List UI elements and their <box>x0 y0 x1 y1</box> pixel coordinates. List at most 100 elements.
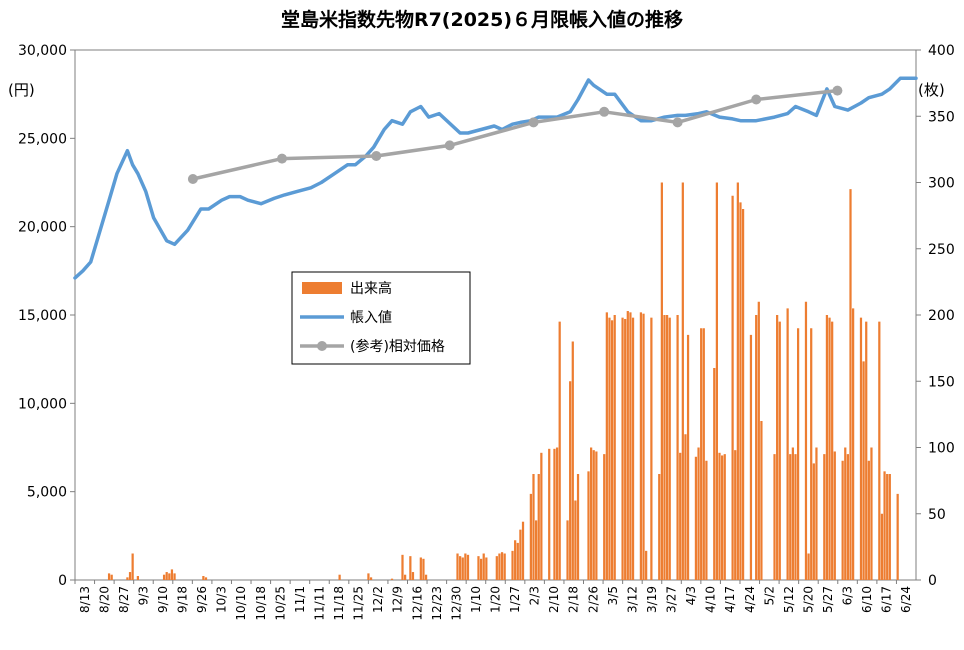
volume-bar <box>880 513 884 580</box>
volume-bar <box>760 421 763 580</box>
volume-bar <box>131 553 134 580</box>
x-tick-label: 3/27 <box>665 586 679 613</box>
volume-bar <box>796 328 800 580</box>
volume-bar <box>603 454 606 581</box>
volume-bar <box>553 448 556 580</box>
volume-bar <box>401 554 404 580</box>
volume-bar <box>464 553 467 580</box>
volume-bar <box>136 576 139 580</box>
x-tick-label: 10/10 <box>234 586 248 621</box>
chart-title: 堂島米指数先物R7(2025)６月限帳入値の推移 <box>281 8 683 31</box>
volume-bar <box>519 529 522 580</box>
x-tick-label: 5/27 <box>821 586 835 613</box>
legend-marker-ref <box>317 341 327 351</box>
volume-bar <box>126 577 129 580</box>
volume-bar <box>456 553 459 580</box>
volume-bar <box>204 577 208 580</box>
volume-bar <box>828 317 831 580</box>
x-tick-label: 1/27 <box>508 586 522 613</box>
volume-bar <box>500 552 504 580</box>
volume-bar <box>721 455 724 580</box>
volume-bar <box>107 573 111 581</box>
price-lines <box>73 76 918 280</box>
volume-bar <box>479 558 483 580</box>
x-tick-label: 12/2 <box>371 586 385 613</box>
legend-label-settle: 帳入値 <box>350 310 392 326</box>
volume-bar <box>165 572 168 580</box>
reference-price-point <box>528 117 539 128</box>
volume-bar <box>639 312 643 580</box>
x-tick-label: 4/3 <box>684 586 698 605</box>
x-tick-label: 12/16 <box>410 586 424 621</box>
volume-bar <box>888 474 891 580</box>
volume-bar <box>162 574 166 580</box>
x-tick-label: 10/25 <box>273 586 287 621</box>
volume-bar <box>537 474 540 580</box>
volume-bar <box>859 317 863 580</box>
volume-bar <box>804 301 808 580</box>
volume-bar <box>846 454 849 581</box>
y-left-tick-label: 10,000 <box>18 396 67 412</box>
x-tick-label: 6/24 <box>899 586 913 613</box>
volume-bar <box>786 308 789 581</box>
x-tick-label: 11/18 <box>332 586 346 621</box>
reference-price-line <box>192 88 838 181</box>
reference-price-point <box>751 94 762 105</box>
volume-bar <box>702 328 705 580</box>
reference-price-point <box>277 153 287 164</box>
volume-bar <box>485 557 488 580</box>
volume-bar <box>773 454 776 581</box>
volume-bar <box>715 182 718 580</box>
volume-bar <box>697 447 700 580</box>
y-right-tick-label: 400 <box>928 43 955 59</box>
x-tick-label: 4/10 <box>704 586 718 613</box>
y-right-tick-label: 250 <box>928 242 955 258</box>
volume-bar <box>631 317 635 580</box>
volume-bar <box>794 454 797 581</box>
x-tick-label: 6/10 <box>860 586 874 613</box>
x-tick-label: 3/5 <box>606 586 620 605</box>
volume-bar <box>409 556 412 580</box>
volume-bar <box>665 315 669 580</box>
volume-bar <box>608 317 611 580</box>
volume-bar <box>870 447 873 580</box>
volume-bar <box>757 301 760 580</box>
volume-bar <box>755 315 758 580</box>
reference-price-point <box>371 151 382 161</box>
volume-bar <box>595 451 598 580</box>
volume-bar <box>705 460 708 580</box>
volume-bar <box>424 574 428 580</box>
volume-bar <box>812 463 815 580</box>
volume-bar <box>624 318 627 580</box>
x-tick-label: 2/26 <box>586 586 600 613</box>
x-tick-label: 4/17 <box>723 586 737 613</box>
volume-bar <box>516 542 519 580</box>
x-tick-label: 4/24 <box>743 586 757 613</box>
legend-label-volume: 出来高 <box>350 280 392 297</box>
volume-bar <box>610 320 614 580</box>
x-tick-label: 9/18 <box>176 586 190 613</box>
x-tick-label: 11/25 <box>352 586 366 621</box>
volume-bar <box>849 189 852 581</box>
volume-bar <box>629 312 632 580</box>
volume-bar <box>833 451 836 580</box>
volume-bar <box>587 471 590 580</box>
volume-bars <box>107 182 899 581</box>
volume-bar <box>535 520 538 581</box>
x-tick-label: 10/18 <box>254 586 268 621</box>
volume-bar <box>896 493 899 581</box>
y-left-tick-label: 5,000 <box>27 485 67 501</box>
volume-bar <box>128 572 132 580</box>
volume-bar <box>461 557 464 580</box>
volume-bar <box>684 434 687 580</box>
volume-bar <box>734 450 737 580</box>
volume-bar <box>390 578 394 580</box>
volume-bar <box>645 550 648 580</box>
volume-bar <box>852 308 855 581</box>
x-tick-label: 5/2 <box>762 586 776 605</box>
y-left-tick-label: 20,000 <box>18 220 67 236</box>
x-tick-label: 1/20 <box>489 586 503 613</box>
volume-bar <box>883 471 886 580</box>
